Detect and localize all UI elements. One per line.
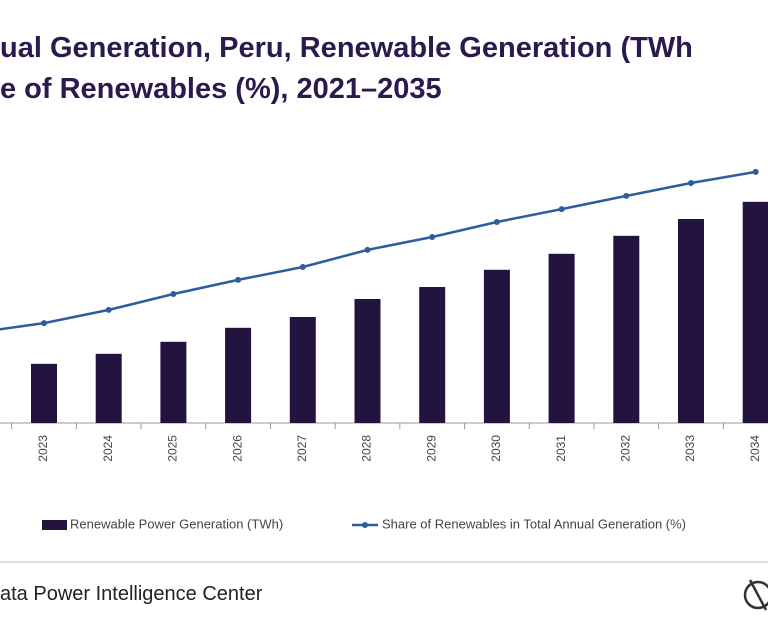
legend-swatch <box>362 522 368 528</box>
x-tick-label: 2024 <box>101 435 115 462</box>
x-tick-label: 2032 <box>618 435 632 462</box>
x-tick-label: 2031 <box>554 435 568 462</box>
x-tick-label: 2027 <box>295 435 309 462</box>
x-tick-label: 2034 <box>748 435 762 462</box>
x-tick-label: 2029 <box>424 435 438 462</box>
line-point <box>752 168 759 175</box>
bar <box>742 201 768 423</box>
x-tick-label: 2033 <box>683 435 697 462</box>
chart-title: ual Generation, Peru, Renewable Generati… <box>0 32 693 64</box>
bar <box>678 219 704 423</box>
line-point <box>623 192 630 199</box>
bar <box>354 299 381 423</box>
logo <box>743 579 768 611</box>
line-point <box>105 306 112 313</box>
footer-text: ata Power Intelligence Center <box>0 583 263 605</box>
legend-label: Share of Renewables in Total Annual Gene… <box>382 516 686 531</box>
legend-swatch <box>42 520 67 530</box>
line-point <box>299 264 306 270</box>
x-tick-label: 2025 <box>166 435 180 462</box>
line-point <box>235 276 242 283</box>
x-tick-label: 2026 <box>230 435 244 462</box>
x-tick-label: 2030 <box>489 435 503 462</box>
line-point <box>558 206 565 213</box>
bar <box>95 353 122 423</box>
bar <box>613 235 640 423</box>
line-point <box>688 180 694 186</box>
bar <box>225 327 252 423</box>
bar <box>160 341 187 423</box>
line-point <box>170 291 177 297</box>
bar <box>548 253 575 423</box>
x-tick-label: 2028 <box>360 435 374 462</box>
line-point <box>364 246 371 253</box>
bar <box>31 363 57 423</box>
chart-title: e of Renewables (%), 2021–2035 <box>0 73 442 105</box>
line-point <box>41 320 47 327</box>
line-point <box>429 234 436 240</box>
bar <box>483 269 510 423</box>
x-tick-label: 2023 <box>36 435 50 462</box>
line-point <box>493 219 500 225</box>
bar <box>289 317 316 423</box>
bar <box>419 287 446 423</box>
legend-label: Renewable Power Generation (TWh) <box>70 516 283 531</box>
